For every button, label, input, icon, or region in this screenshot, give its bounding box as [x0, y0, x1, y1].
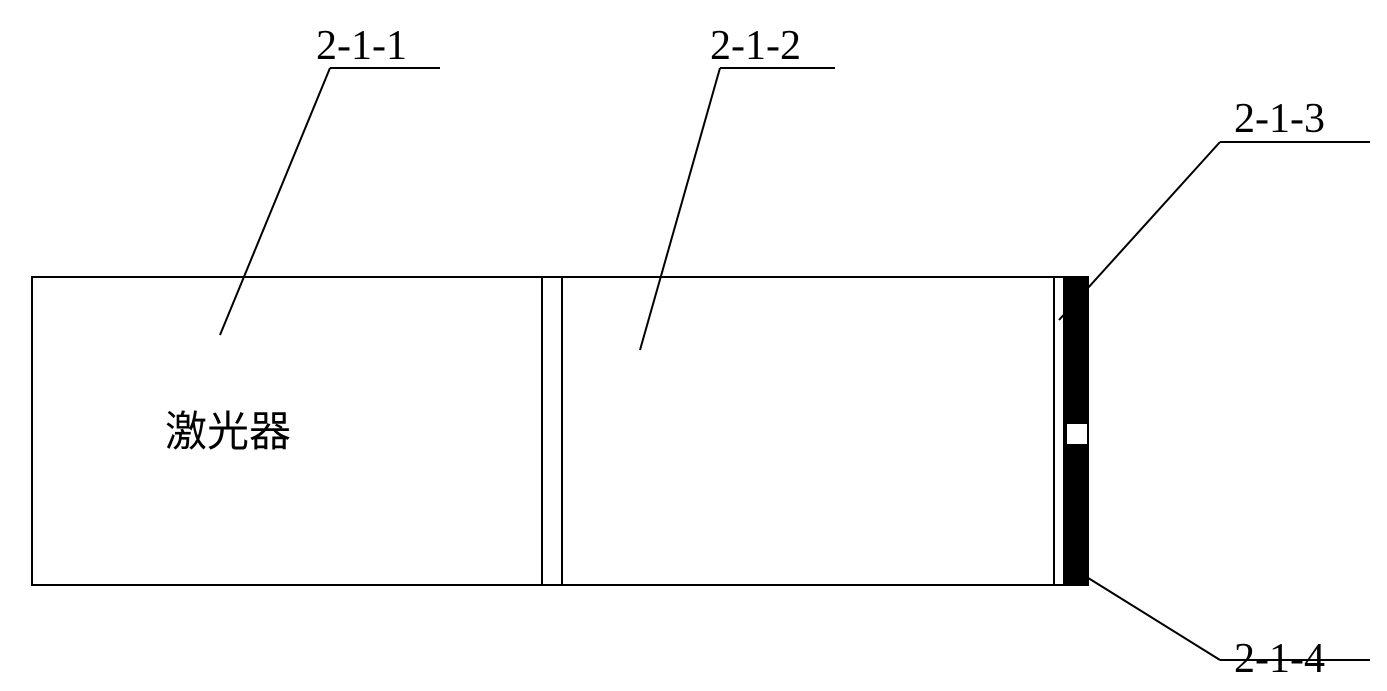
leader-213 [1059, 142, 1370, 320]
leader-214 [1085, 576, 1370, 660]
leader-lines [0, 0, 1387, 691]
leader-211 [220, 68, 440, 335]
leader-212 [640, 68, 835, 350]
diagram-canvas: 激光器 2-1-1 2-1-2 2-1-3 2-1-4 [0, 0, 1387, 691]
